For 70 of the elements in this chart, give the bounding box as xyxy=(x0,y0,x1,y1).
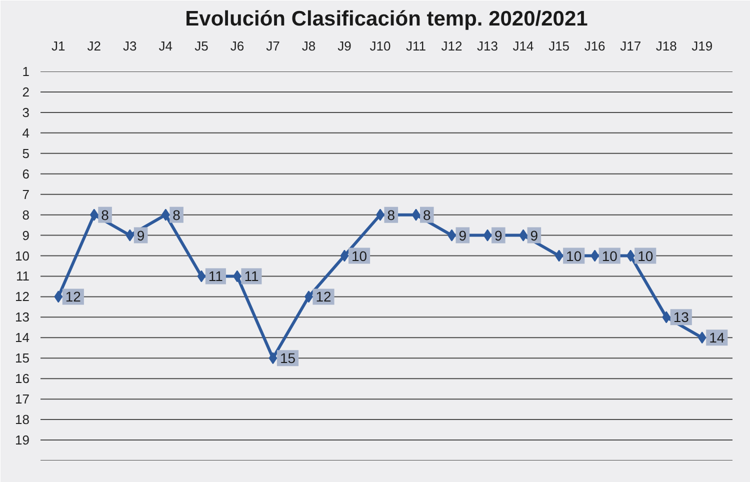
data-label: 10 xyxy=(638,248,654,264)
point xyxy=(662,311,671,324)
point xyxy=(268,352,278,364)
x-tick-label: J8 xyxy=(302,38,316,54)
y-tick-label: 3 xyxy=(22,104,30,120)
x-tick-label: J15 xyxy=(548,38,570,54)
point xyxy=(197,270,206,282)
x-tick-label: J2 xyxy=(87,38,102,54)
y-tick-label: 15 xyxy=(15,350,30,366)
data-label: 8 xyxy=(101,206,110,223)
y-tick-label: 17 xyxy=(15,392,30,407)
data-label: 14 xyxy=(709,330,725,346)
x-tick-label: J9 xyxy=(338,38,352,54)
point xyxy=(90,208,98,221)
y-tick-label: 13 xyxy=(15,310,30,325)
data-label: 9 xyxy=(458,227,467,244)
point xyxy=(483,229,492,242)
data-label: 15 xyxy=(280,350,296,366)
x-tick-label: J14 xyxy=(512,38,534,54)
y-tick-label: 4 xyxy=(22,125,30,140)
point xyxy=(126,229,134,242)
y-tick-label: 14 xyxy=(15,330,30,346)
data-label: 10 xyxy=(602,248,618,264)
y-tick-label: 16 xyxy=(15,371,30,386)
y-tick-label: 19 xyxy=(15,432,30,448)
data-label: 8 xyxy=(172,206,181,223)
data-label: 8 xyxy=(387,206,396,223)
y-tick-label: 7 xyxy=(22,186,30,202)
x-tick-label: J1 xyxy=(52,38,66,54)
y-tick-label: 2 xyxy=(22,84,30,100)
y-tick-label: 12 xyxy=(15,289,30,304)
data-label: 12 xyxy=(65,288,82,305)
y-tick-label: 18 xyxy=(15,412,30,428)
chart-title: Evolución Clasificación temp. 2020/2021 xyxy=(185,8,588,30)
x-tick-label: J10 xyxy=(370,38,391,54)
point xyxy=(340,250,349,262)
x-tick-label: J18 xyxy=(656,38,677,54)
data-label: 8 xyxy=(423,206,432,223)
x-tick-label: J12 xyxy=(441,38,462,54)
point xyxy=(554,250,564,262)
data-label: 11 xyxy=(244,268,259,284)
x-tick-label: J11 xyxy=(406,38,426,54)
data-label: 12 xyxy=(316,288,332,305)
y-tick-label: 8 xyxy=(22,207,30,222)
data-label: 9 xyxy=(530,227,538,244)
x-tick-label: J16 xyxy=(584,38,606,54)
x-tick-label: J6 xyxy=(230,38,244,54)
y-tick-label: 5 xyxy=(22,146,30,161)
data-label: 10 xyxy=(351,248,368,264)
y-tick-label: 6 xyxy=(22,166,30,182)
y-tick-label: 10 xyxy=(15,248,30,264)
y-tick-label: 1 xyxy=(22,64,30,79)
x-tick-label: J4 xyxy=(158,38,173,54)
point xyxy=(412,208,420,221)
data-label: 10 xyxy=(566,248,582,264)
x-tick-label: J7 xyxy=(266,38,280,54)
data-label: 11 xyxy=(208,268,224,284)
data-label: 13 xyxy=(673,309,690,326)
y-tick-label: 11 xyxy=(16,268,30,284)
point xyxy=(54,290,63,303)
x-tick-label: J17 xyxy=(620,38,642,54)
x-tick-label: J13 xyxy=(477,38,498,54)
data-label: 9 xyxy=(136,227,145,244)
y-tick-label: 9 xyxy=(22,228,30,243)
x-tick-label: J5 xyxy=(194,38,208,54)
x-tick-label: J3 xyxy=(123,38,137,54)
x-tick-label: J19 xyxy=(692,38,713,54)
point xyxy=(698,332,706,344)
data-label: 9 xyxy=(494,227,503,244)
point xyxy=(626,250,635,262)
